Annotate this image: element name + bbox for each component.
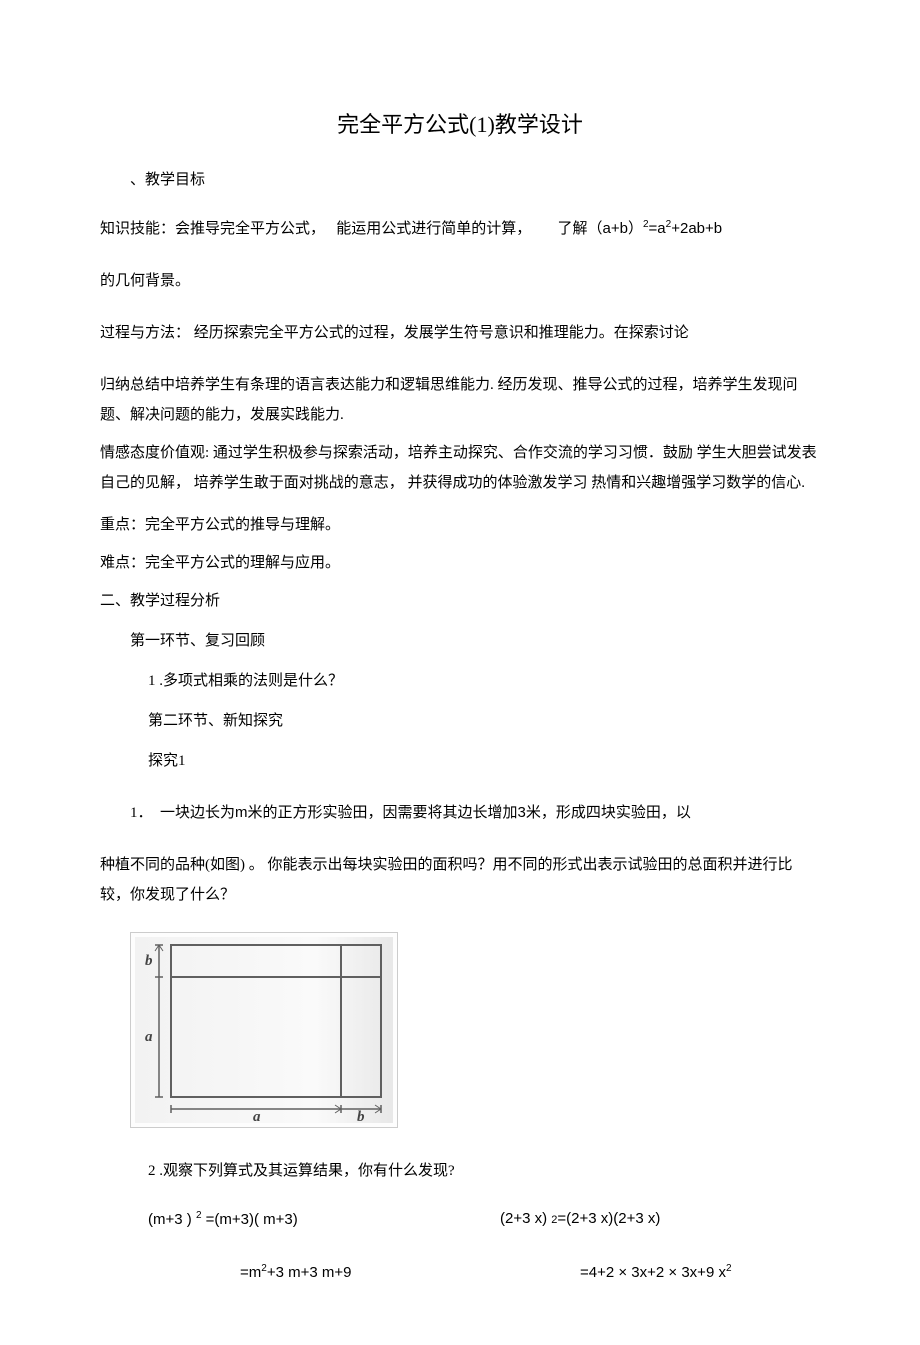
- eq-1-right: (2+3 x) 2=(2+3 x)(2+3 x): [500, 1208, 820, 1232]
- fig-label-b-top: b: [145, 953, 153, 969]
- para-difficulty: 难点：完全平方公式的理解与应用。: [100, 548, 820, 578]
- para-keypoint: 重点：完全平方公式的推导与理解。: [100, 510, 820, 540]
- fig-label-a-bottom: a: [253, 1109, 261, 1123]
- fig-label-a-left: a: [145, 1029, 153, 1045]
- para-attitude: 情感态度价值观: 通过学生积极参与探索活动，培养主动探究、合作交流的学习习惯．鼓…: [100, 438, 820, 498]
- square-diagram: b a a b: [130, 932, 398, 1128]
- question-1: 1 .多项式相乘的法则是什么？: [100, 666, 820, 696]
- eq-2-left: =m2+3 m+3 m+9: [100, 1261, 580, 1285]
- question-2: 2 .观察下列算式及其运算结果，你有什么发现?: [100, 1156, 820, 1186]
- step-1: 第一环节、复习回顾: [100, 626, 820, 656]
- equation-row-1: (m+3 ) 2 =(m+3)( m+3) (2+3 x) 2=(2+3 x)(…: [100, 1208, 820, 1232]
- diagram-svg: b a a b: [135, 937, 393, 1123]
- section-2-header: 二、教学过程分析: [100, 586, 820, 616]
- para-process: 过程与方法： 经历探索完全平方公式的过程，发展学生符号意识和推理能力。在探索讨论: [100, 318, 820, 348]
- fig-label-b-bottom: b: [357, 1109, 365, 1123]
- section-1-header: 、教学目标: [100, 169, 820, 192]
- explore-1: 探究1: [100, 746, 820, 776]
- text: 1． 一块边长为m米的正方形实验田，因需要将其边长增加3米，形成四块实验田，以: [130, 805, 691, 821]
- step-2: 第二环节、新知探究: [100, 706, 820, 736]
- problem-1b: 种植不同的品种(如图) 。 你能表示出每块实验田的面积吗？用不同的形式出表示试验…: [100, 850, 820, 910]
- para-knowledge: 知识技能：会推导完全平方公式， 能运用公式进行简单的计算， 了解（a+b）2=a…: [100, 214, 820, 244]
- para-summary: 归纳总结中培养学生有条理的语言表达能力和逻辑思维能力. 经历发现、推导公式的过程…: [100, 370, 820, 430]
- eq-2-right: =4+2 × 3x+2 × 3x+9 x2: [580, 1261, 820, 1285]
- equation-row-2: =m2+3 m+3 m+9 =4+2 × 3x+2 × 3x+9 x2: [100, 1261, 820, 1285]
- eq-1-left: (m+3 ) 2 =(m+3)( m+3): [100, 1208, 500, 1232]
- page-title: 完全平方公式(1)教学设计: [100, 108, 820, 141]
- para-knowledge-b: 的几何背景。: [100, 266, 820, 296]
- text: 知识技能：会推导完全平方公式， 能运用公式进行简单的计算， 了解（a+b）2=a…: [100, 221, 722, 237]
- problem-1: 1． 一块边长为m米的正方形实验田，因需要将其边长增加3米，形成四块实验田，以: [100, 798, 820, 828]
